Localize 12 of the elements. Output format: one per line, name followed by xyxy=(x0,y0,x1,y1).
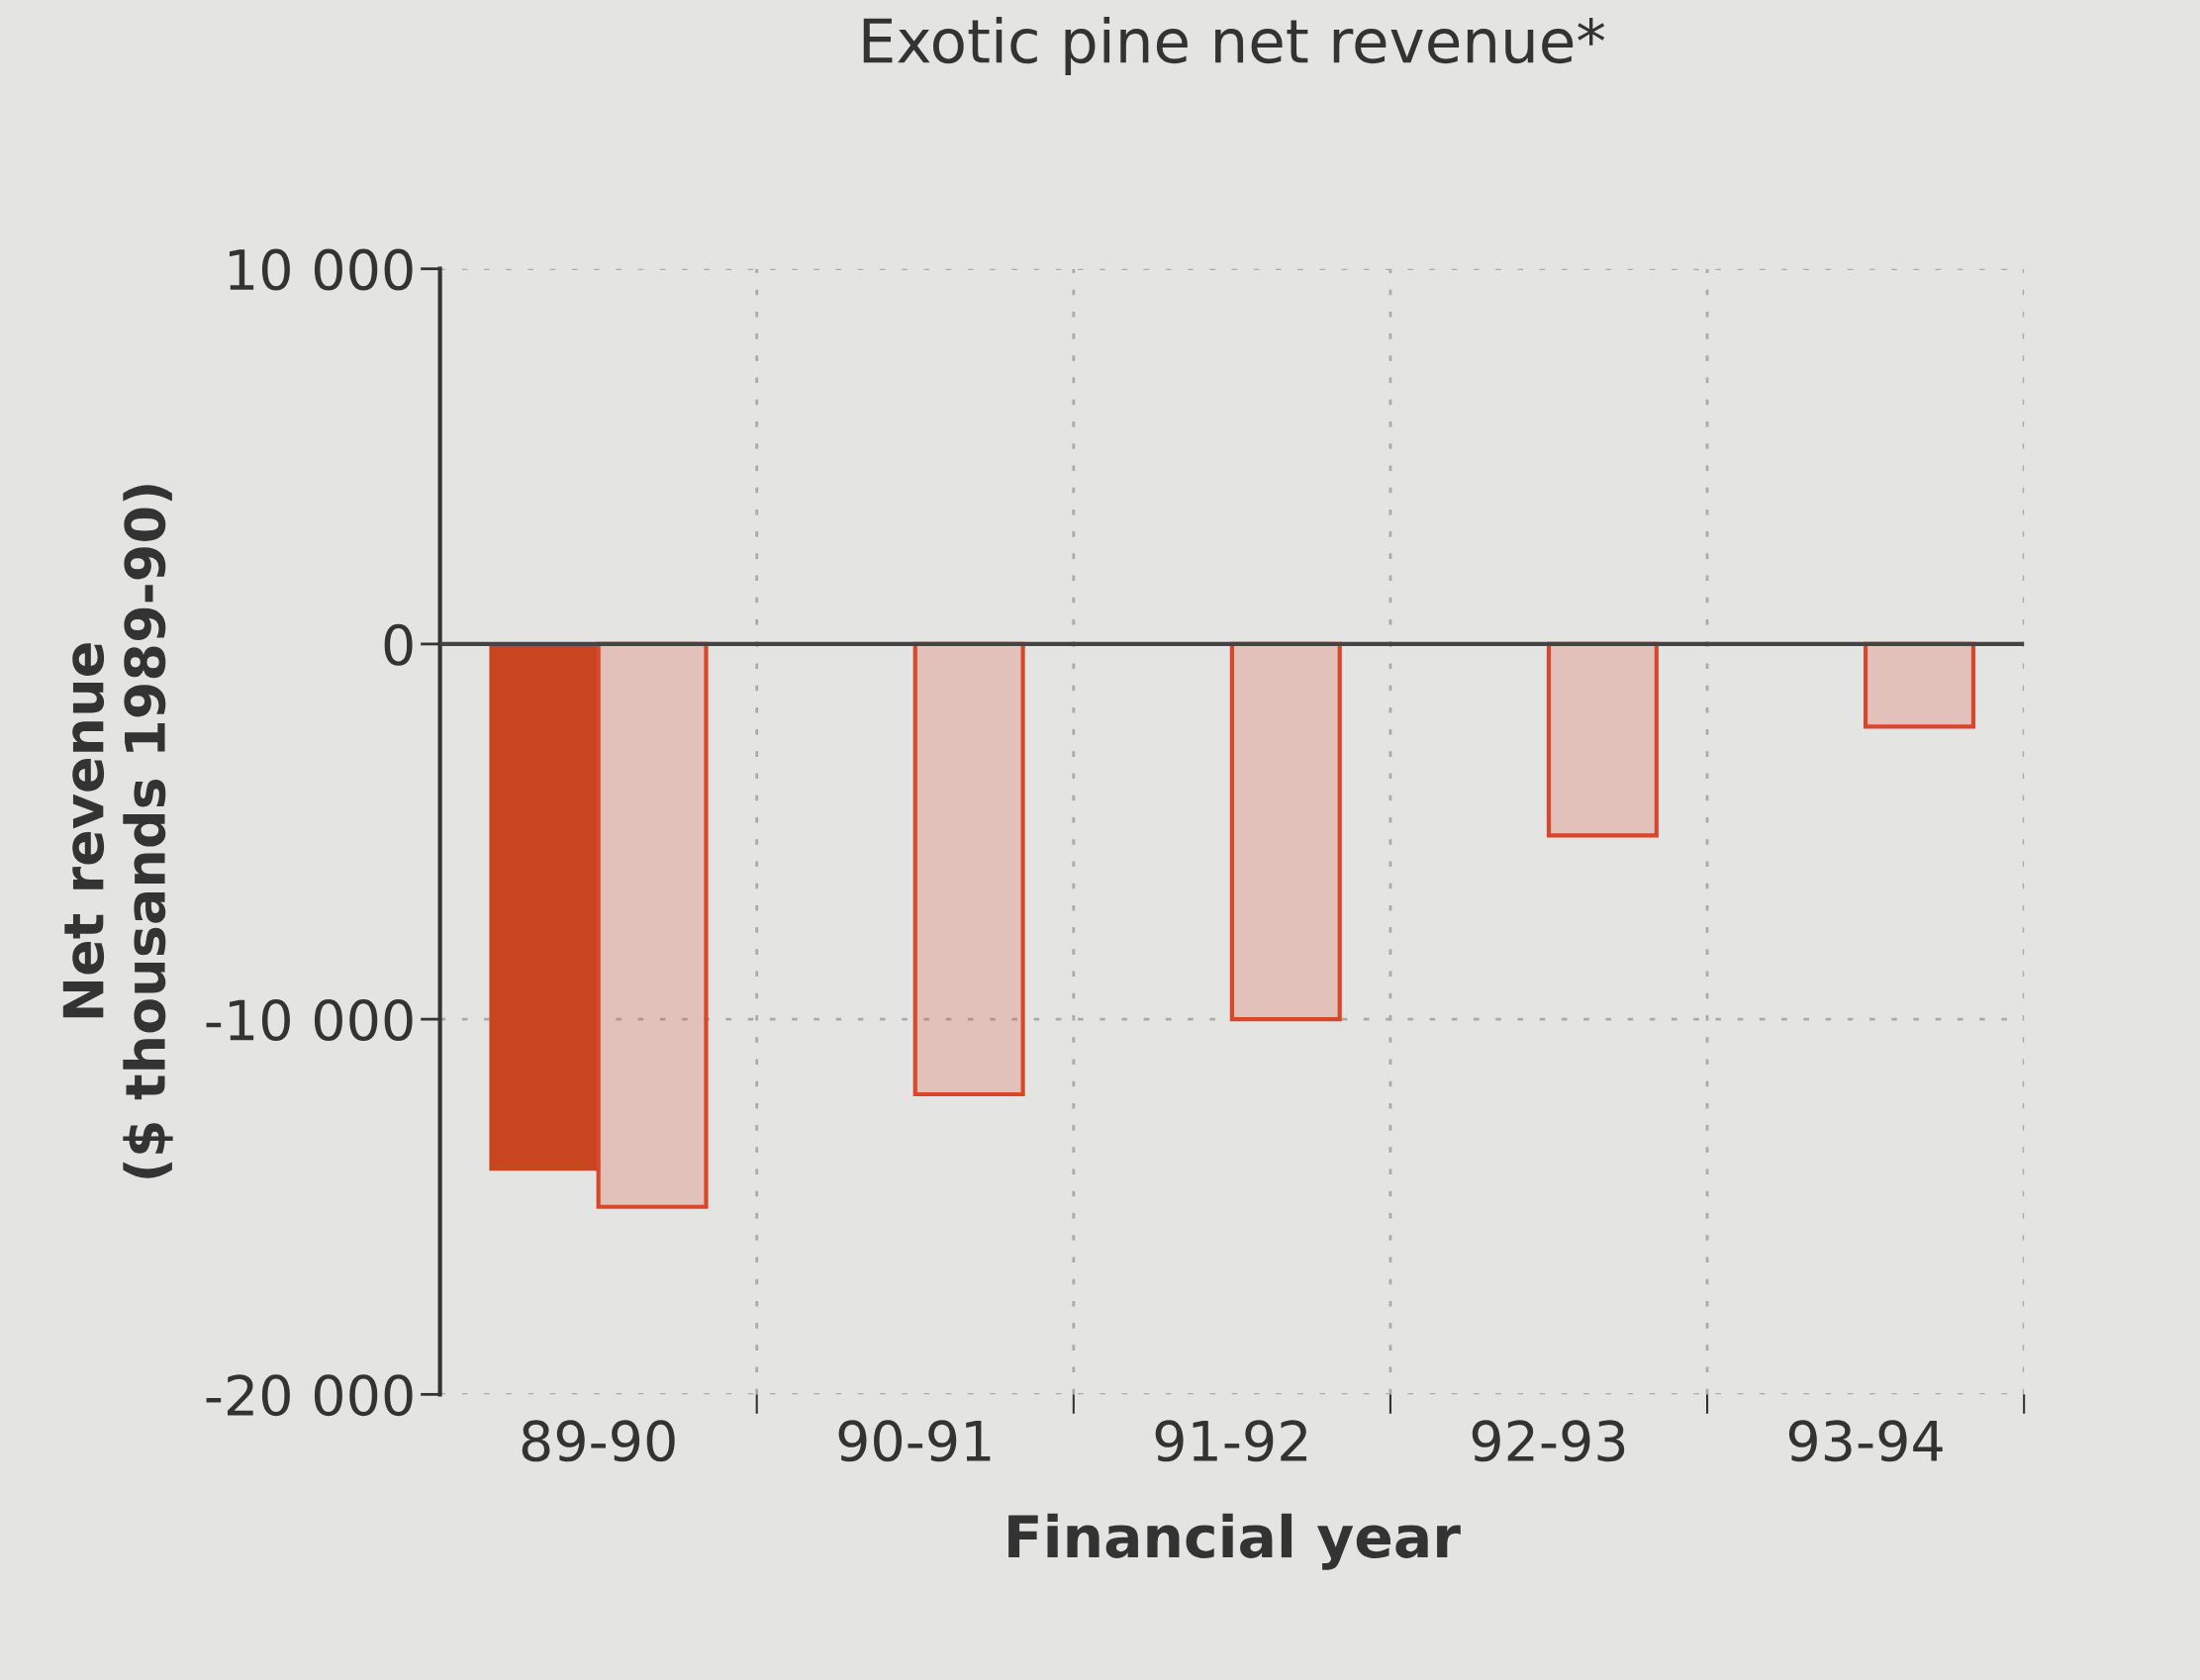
x-axis-title: Financial year xyxy=(1008,1513,1461,1570)
y-tick-label: -20 000 xyxy=(206,1374,413,1417)
x-tick-label: 93-94 xyxy=(1788,1420,1943,1462)
x-tick-label: 92-93 xyxy=(1472,1420,1625,1462)
y-tick-label: 10 000 xyxy=(230,248,413,291)
y-tick-label: -10 000 xyxy=(206,998,413,1042)
x-tick-label: 89-90 xyxy=(522,1420,675,1462)
x-tick-label: 91-92 xyxy=(1155,1420,1307,1462)
y-tick-label: 0 xyxy=(384,623,413,666)
chart-title: Exotic pine net revenue* xyxy=(863,16,1605,76)
y-axis-title: Net revenue ($ thousands 1989-90) xyxy=(62,485,173,1178)
x-tick-label: 90-91 xyxy=(838,1420,991,1462)
